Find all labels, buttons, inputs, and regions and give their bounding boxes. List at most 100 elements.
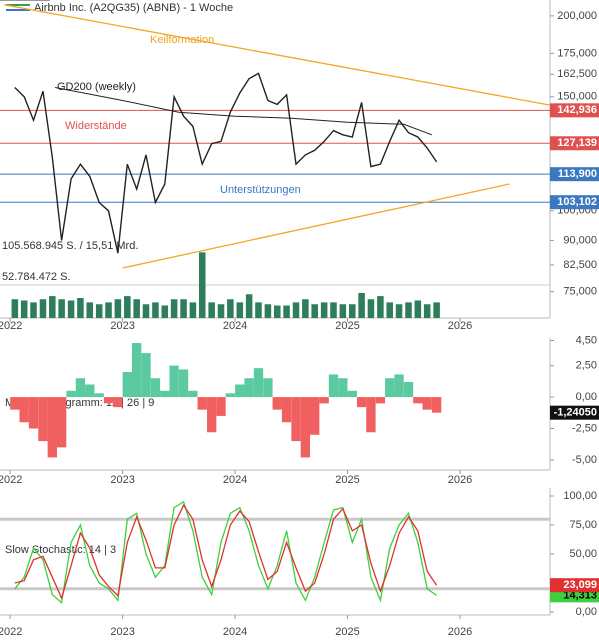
macd-bar bbox=[310, 397, 320, 435]
x-tick-label: 2025 bbox=[335, 626, 359, 638]
macd-bar bbox=[122, 371, 132, 398]
annotation: Unterstützungen bbox=[220, 184, 301, 196]
x-tick-label: 2026 bbox=[448, 320, 472, 332]
macd-bar bbox=[178, 369, 189, 398]
y-tick-label: 175,000 bbox=[557, 47, 597, 59]
volume-bar bbox=[330, 302, 337, 318]
volume-bar bbox=[198, 252, 206, 318]
macd-bar bbox=[394, 374, 404, 398]
x-tick-label: 2024 bbox=[223, 626, 247, 638]
value-box bbox=[550, 578, 599, 593]
chart-title: Airbnb Inc. (A2QG35) (ABNB) - 1 Woche bbox=[34, 2, 233, 14]
volume-bar bbox=[152, 302, 159, 318]
volume-bar bbox=[311, 304, 318, 318]
macd-bar bbox=[216, 397, 226, 416]
annotation: Keilformation bbox=[150, 34, 214, 46]
trendline bbox=[122, 183, 510, 269]
value-label: 127,139 bbox=[557, 137, 597, 149]
stoch-line bbox=[14, 500, 437, 604]
y-tick-label: 2,50 bbox=[576, 360, 597, 372]
macd-bar bbox=[300, 397, 311, 458]
volume-bar bbox=[320, 302, 328, 318]
annotation: Widerstände bbox=[65, 120, 127, 132]
volume-bar bbox=[114, 299, 122, 318]
x-tick-label: 2022 bbox=[0, 626, 22, 638]
macd-bar bbox=[375, 397, 386, 404]
volume-bar bbox=[30, 302, 37, 318]
macd-bar bbox=[244, 378, 254, 398]
volume-bar bbox=[236, 302, 244, 318]
volume-bar bbox=[124, 296, 131, 318]
value-box bbox=[550, 136, 599, 151]
macd-bar bbox=[94, 393, 104, 398]
macd-bar bbox=[422, 397, 432, 410]
volume-bar bbox=[49, 296, 56, 318]
macd-bar bbox=[188, 390, 198, 398]
macd-bar bbox=[385, 378, 395, 398]
value-box bbox=[550, 405, 599, 420]
annotation: 105.568.945 S. / 15,51 Mrd. bbox=[2, 240, 138, 252]
macd-bar bbox=[225, 393, 236, 398]
x-tick-label: 2024 bbox=[223, 474, 247, 486]
volume-bar bbox=[377, 296, 384, 318]
value-label: 103,102 bbox=[557, 196, 597, 208]
macd-bar bbox=[19, 397, 29, 423]
macd-bar bbox=[319, 397, 329, 404]
x-tick-label: 2023 bbox=[110, 626, 134, 638]
macd-bar bbox=[38, 397, 48, 442]
value-box bbox=[550, 195, 599, 210]
macd-bar bbox=[328, 374, 339, 398]
macd-bar bbox=[291, 397, 301, 442]
macd-bar bbox=[131, 343, 142, 398]
y-tick-label: -5,00 bbox=[572, 454, 597, 466]
macd-bar bbox=[28, 397, 39, 429]
volume-bar bbox=[95, 304, 103, 318]
macd-bar bbox=[347, 390, 357, 398]
macd-bar bbox=[141, 353, 151, 398]
macd-bar bbox=[263, 378, 273, 398]
macd-bar bbox=[160, 390, 170, 398]
y-tick-label: 0,00 bbox=[576, 606, 597, 618]
x-tick-label: 2026 bbox=[448, 474, 472, 486]
value-box bbox=[550, 167, 599, 182]
volume-bar bbox=[283, 305, 290, 318]
volume-bar bbox=[67, 300, 75, 318]
x-tick-label: 2023 bbox=[110, 320, 134, 332]
macd-bar bbox=[356, 397, 367, 408]
volume-bar bbox=[142, 304, 150, 318]
macd-bar bbox=[338, 378, 348, 398]
volume-bar bbox=[58, 299, 65, 318]
macd-bar bbox=[403, 382, 414, 398]
volume-bar bbox=[367, 299, 375, 318]
y-tick-label: -2,50 bbox=[572, 422, 597, 434]
volume-bar bbox=[105, 302, 112, 318]
volume-bar bbox=[405, 302, 412, 318]
macd-bar bbox=[10, 397, 20, 410]
volume-bar bbox=[433, 302, 440, 318]
x-tick-label: 2025 bbox=[335, 474, 359, 486]
y-tick-label: 0,00 bbox=[576, 391, 597, 403]
volume-bar bbox=[273, 305, 281, 318]
value-box bbox=[550, 103, 599, 118]
volume-bar bbox=[292, 302, 300, 318]
macd-bar bbox=[235, 384, 245, 398]
x-tick-label: 2024 bbox=[223, 320, 247, 332]
stoch-line bbox=[14, 503, 438, 600]
price-line bbox=[55, 87, 433, 136]
volume-bar bbox=[39, 299, 47, 318]
macd-bar bbox=[103, 397, 114, 404]
macd-bar bbox=[431, 397, 442, 413]
value-label: 142,936 bbox=[557, 104, 597, 116]
macd-bar bbox=[253, 368, 264, 398]
macd-bar bbox=[207, 397, 217, 433]
price-line bbox=[14, 72, 438, 254]
x-tick-label: 2026 bbox=[448, 626, 472, 638]
volume-bar bbox=[180, 299, 187, 318]
volume-bar bbox=[20, 300, 28, 318]
y-tick-label: 200,000 bbox=[557, 10, 597, 22]
y-tick-label: 4,50 bbox=[576, 334, 597, 346]
volume-bar bbox=[77, 297, 84, 318]
volume-bar bbox=[255, 302, 262, 318]
volume-bar bbox=[358, 292, 365, 318]
